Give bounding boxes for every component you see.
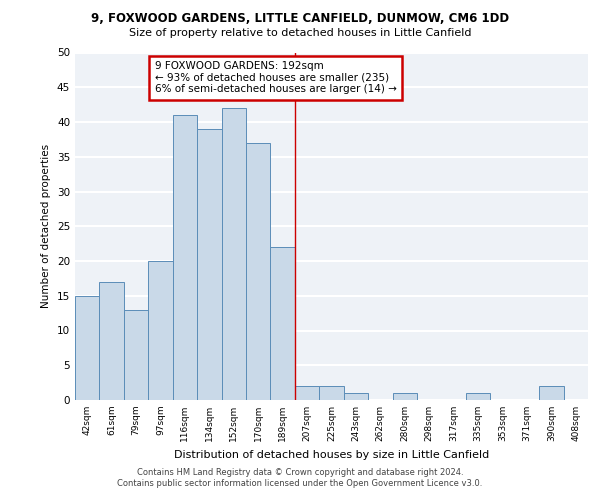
Text: 9, FOXWOOD GARDENS, LITTLE CANFIELD, DUNMOW, CM6 1DD: 9, FOXWOOD GARDENS, LITTLE CANFIELD, DUN… [91,12,509,26]
Bar [197,129,221,400]
Text: Contains HM Land Registry data © Crown copyright and database right 2024.
Contai: Contains HM Land Registry data © Crown c… [118,468,482,487]
Bar [539,386,563,400]
Bar [295,386,319,400]
Bar [319,386,344,400]
Bar [221,108,246,400]
Bar [173,115,197,400]
Bar [392,393,417,400]
Bar [466,393,490,400]
Bar [100,282,124,400]
Bar [124,310,148,400]
Bar [344,393,368,400]
X-axis label: Distribution of detached houses by size in Little Canfield: Distribution of detached houses by size … [174,450,489,460]
Bar [75,296,100,400]
Bar [246,143,271,400]
Y-axis label: Number of detached properties: Number of detached properties [41,144,52,308]
Bar [271,247,295,400]
Bar [148,261,173,400]
Text: 9 FOXWOOD GARDENS: 192sqm
← 93% of detached houses are smaller (235)
6% of semi-: 9 FOXWOOD GARDENS: 192sqm ← 93% of detac… [155,61,397,94]
Text: Size of property relative to detached houses in Little Canfield: Size of property relative to detached ho… [129,28,471,38]
